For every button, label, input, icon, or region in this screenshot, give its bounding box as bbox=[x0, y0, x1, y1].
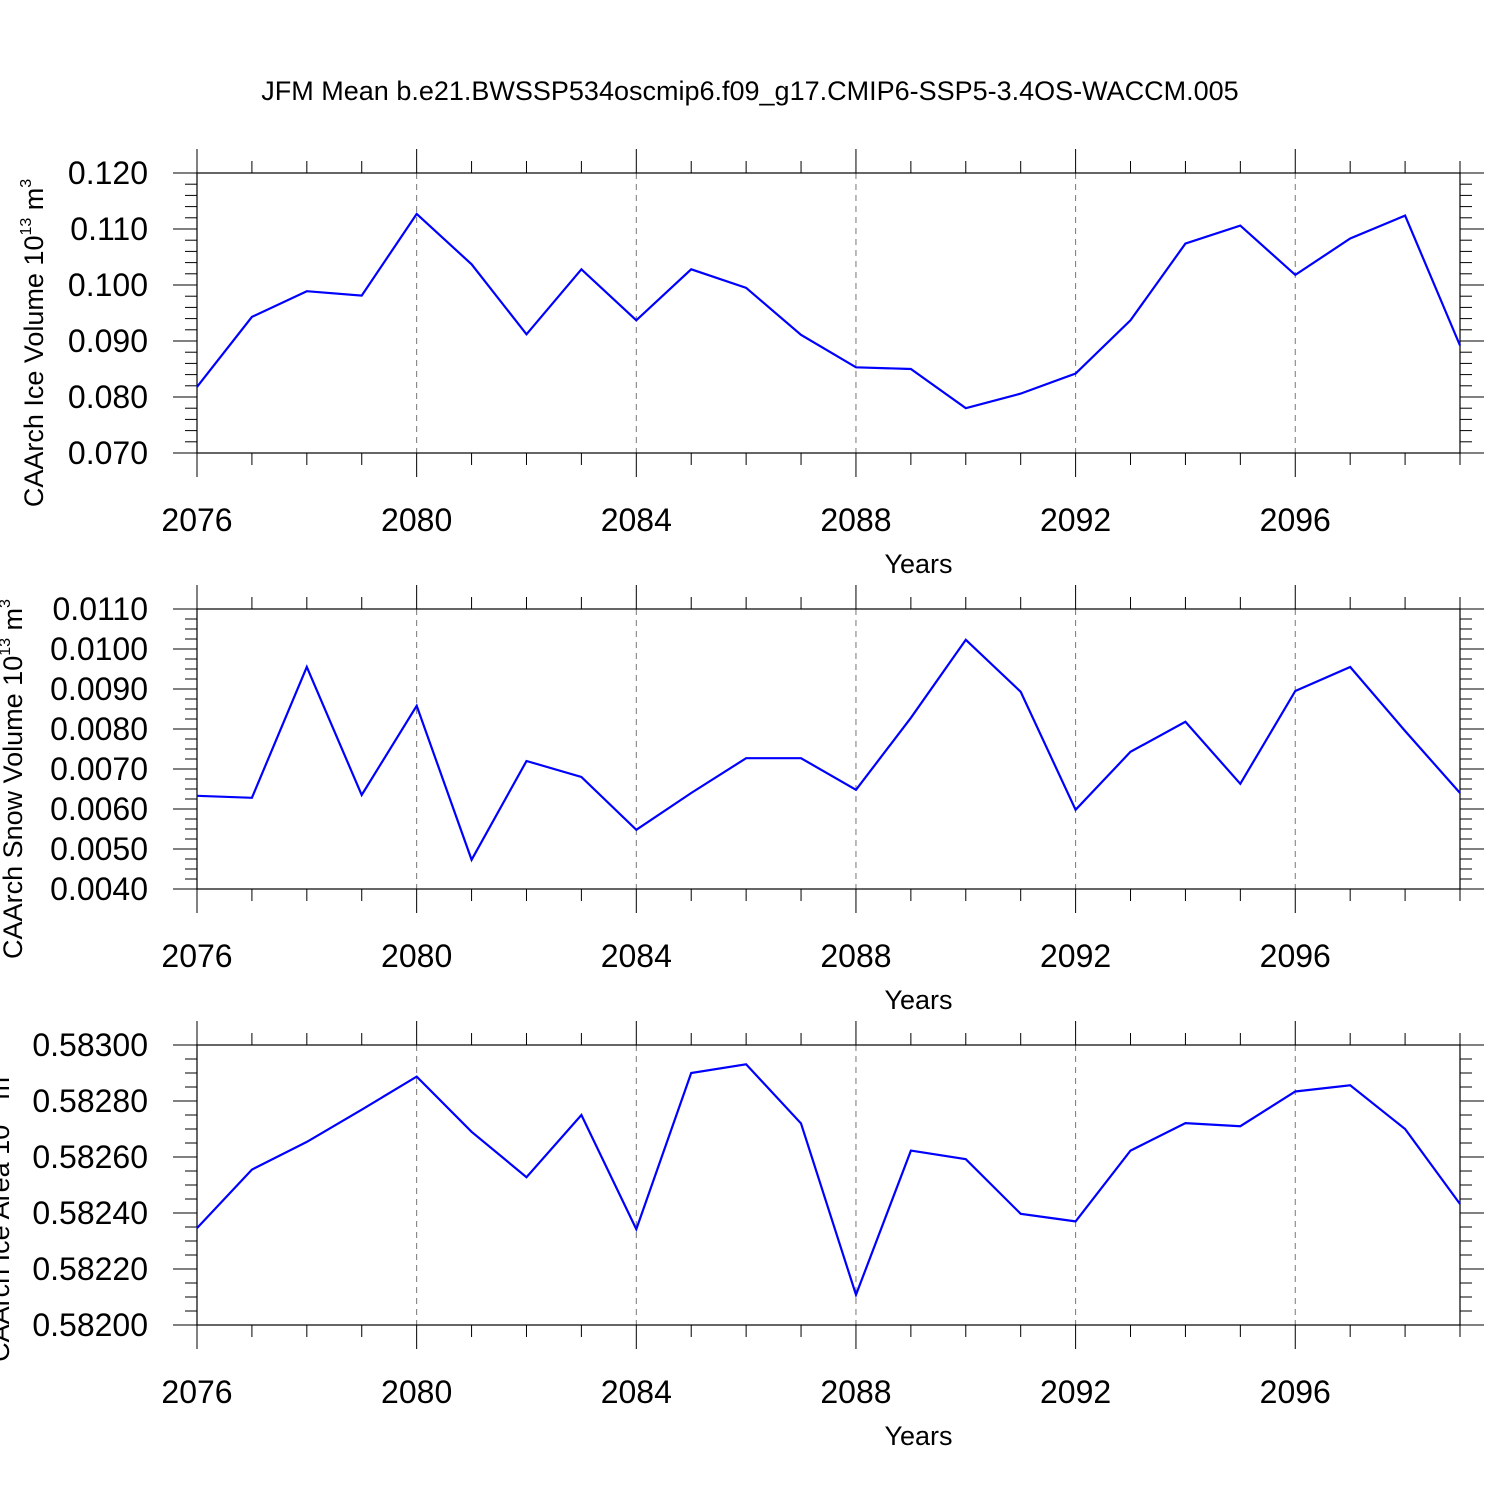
series-line bbox=[196, 1063, 1461, 1299]
y-tick-label: 0.120 bbox=[68, 155, 148, 191]
y-tick-label: 0.58200 bbox=[32, 1307, 148, 1343]
x-tick-label: 2084 bbox=[601, 1374, 672, 1410]
y-tick-label: 0.58260 bbox=[32, 1139, 148, 1175]
x-tick-label: 2096 bbox=[1260, 938, 1331, 974]
y-tick-label: 0.0040 bbox=[50, 871, 148, 907]
x-tick-label: 2088 bbox=[820, 938, 891, 974]
y-tick-label: 0.110 bbox=[70, 211, 148, 247]
x-axis-label: Years bbox=[884, 1421, 952, 1451]
x-tick-label: 2084 bbox=[601, 938, 672, 974]
y-tick-label: 0.58220 bbox=[32, 1251, 148, 1287]
y-tick-label: 0.58240 bbox=[32, 1195, 148, 1231]
y-tick-label: 0.090 bbox=[68, 323, 148, 359]
x-tick-label: 2076 bbox=[161, 938, 232, 974]
y-tick-label: 0.080 bbox=[68, 379, 148, 415]
x-tick-label: 2076 bbox=[161, 502, 232, 538]
y-tick-label: 0.58280 bbox=[32, 1083, 148, 1119]
ice-volume-panel: 2076 2080 2084 2088 2092 2096 0.070 0.080 0.090 0… bbox=[18, 149, 1484, 579]
y-tick-label: 0.070 bbox=[68, 435, 148, 471]
series-line bbox=[196, 638, 1461, 863]
plot-frame bbox=[196, 172, 1461, 454]
y-tick-label: 0.0090 bbox=[50, 671, 148, 707]
x-tick-label: 2080 bbox=[381, 1374, 452, 1410]
y-tick-label: 0.0070 bbox=[50, 751, 148, 787]
y-tick-label: 0.0100 bbox=[50, 631, 148, 667]
plot-frame bbox=[196, 608, 1461, 890]
x-axis-label: Years bbox=[884, 549, 952, 579]
x-tick-label: 2092 bbox=[1040, 502, 1111, 538]
y-axis-label: CAArch Ice Area 1013 m2 bbox=[0, 1068, 15, 1362]
snow-volume-panel: 2076 2080 2084 2088 2092 2096 0.0040 0.0050 0.00… bbox=[0, 585, 1484, 1015]
x-tick-label: 2088 bbox=[820, 502, 891, 538]
y-axis-label: CAArch Snow Volume 1013 m3 bbox=[0, 599, 28, 959]
x-tick-label: 2096 bbox=[1260, 502, 1331, 538]
x-tick-label: 2084 bbox=[601, 502, 672, 538]
x-tick-label: 2092 bbox=[1040, 938, 1111, 974]
x-tick-label: 2088 bbox=[820, 1374, 891, 1410]
chart-title: JFM Mean b.e21.BWSSP534oscmip6.f09_g17.C… bbox=[261, 76, 1238, 106]
series-line bbox=[196, 212, 1462, 410]
y-tick-label: 0.0050 bbox=[50, 831, 148, 867]
x-tick-label: 2092 bbox=[1040, 1374, 1111, 1410]
x-tick-label: 2076 bbox=[161, 1374, 232, 1410]
y-tick-label: 0.0060 bbox=[50, 791, 148, 827]
y-tick-label: 0.100 bbox=[68, 267, 148, 303]
y-axis-label: CAArch Ice Volume 1013 m3 bbox=[18, 179, 49, 507]
x-tick-label: 2096 bbox=[1260, 1374, 1331, 1410]
x-axis-label: Years bbox=[884, 985, 952, 1015]
y-tick-label: 0.58300 bbox=[32, 1027, 148, 1063]
x-tick-label: 2080 bbox=[381, 938, 452, 974]
ice-area-panel: 2076 2080 2084 2088 2092 2096 0.58200 0.58220 0.… bbox=[0, 1021, 1484, 1451]
x-tick-label: 2080 bbox=[381, 502, 452, 538]
y-tick-label: 0.0110 bbox=[53, 591, 149, 627]
plot-frame bbox=[196, 1044, 1461, 1326]
y-tick-label: 0.0080 bbox=[50, 711, 148, 747]
